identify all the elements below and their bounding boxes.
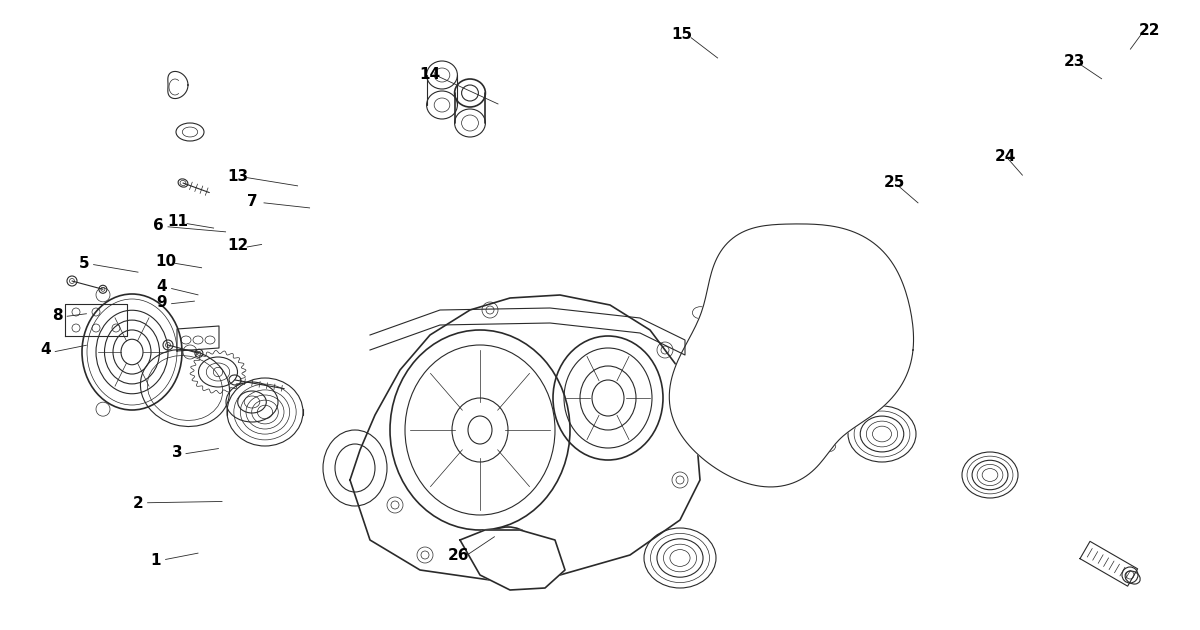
Text: 6: 6 xyxy=(154,218,163,233)
Text: 3: 3 xyxy=(173,445,182,460)
Text: 2: 2 xyxy=(133,496,143,512)
Text: 24: 24 xyxy=(995,149,1016,164)
Text: 22: 22 xyxy=(1139,23,1160,38)
Text: 23: 23 xyxy=(1063,54,1085,69)
Text: 4: 4 xyxy=(157,279,167,294)
Text: 11: 11 xyxy=(167,214,188,229)
Text: 7: 7 xyxy=(247,194,257,209)
Text: 10: 10 xyxy=(155,254,176,269)
Text: 25: 25 xyxy=(883,175,905,190)
Text: 5: 5 xyxy=(79,256,89,271)
Text: 12: 12 xyxy=(227,238,248,253)
Text: 9: 9 xyxy=(157,295,167,310)
Text: 1: 1 xyxy=(151,553,161,568)
Text: 13: 13 xyxy=(227,169,248,184)
Polygon shape xyxy=(670,224,913,487)
Text: 14: 14 xyxy=(419,67,440,82)
Polygon shape xyxy=(460,530,565,590)
Polygon shape xyxy=(350,295,700,580)
Text: 8: 8 xyxy=(53,307,62,323)
Text: 26: 26 xyxy=(448,548,469,563)
Text: 4: 4 xyxy=(41,342,50,357)
Text: 15: 15 xyxy=(671,27,692,42)
